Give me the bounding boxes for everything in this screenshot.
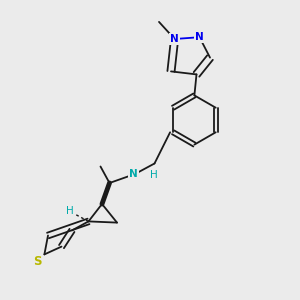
Text: S: S xyxy=(34,255,42,268)
Text: H: H xyxy=(150,170,158,181)
Text: N: N xyxy=(170,34,179,44)
Text: H: H xyxy=(66,206,74,216)
Text: N: N xyxy=(195,32,204,42)
Text: N: N xyxy=(129,169,138,179)
